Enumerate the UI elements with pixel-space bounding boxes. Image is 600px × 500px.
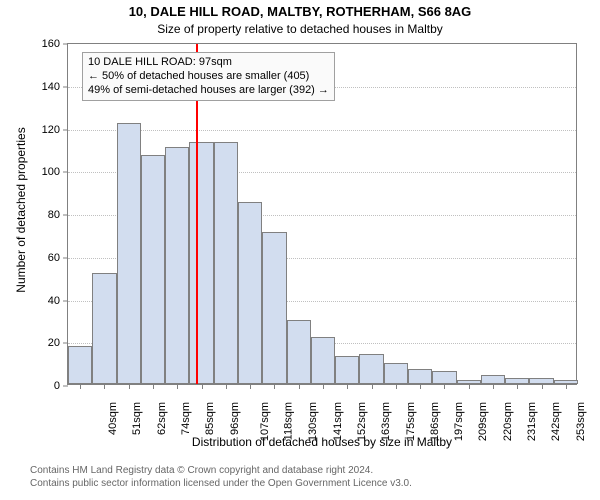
histogram-bar [481,375,505,384]
y-tick-label: 80 [30,209,60,221]
x-tick-mark [396,384,397,389]
y-tick-mark [63,300,68,301]
y-tick-mark [63,172,68,173]
chart-container: 10, DALE HILL ROAD, MALTBY, ROTHERHAM, S… [0,0,600,500]
x-tick-mark [250,384,251,389]
histogram-bar [408,369,432,384]
histogram-bar [68,346,92,384]
histogram-bar [262,232,286,384]
histogram-bar [117,123,141,384]
x-tick-mark [347,384,348,389]
x-tick-mark [226,384,227,389]
histogram-bar [287,320,311,384]
histogram-bar [384,363,408,384]
x-tick-label: 85sqm [204,402,216,435]
y-tick-label: 20 [30,337,60,349]
x-tick-mark [177,384,178,389]
histogram-bar [165,147,189,384]
x-tick-label: 51sqm [131,402,143,435]
x-tick-label: 40sqm [107,402,119,435]
y-tick-label: 140 [30,81,60,93]
y-tick-mark [63,44,68,45]
annotation-box: 10 DALE HILL ROAD: 97sqm← 50% of detache… [82,52,335,101]
histogram-bar [189,142,213,384]
x-tick-mark [104,384,105,389]
attribution-text: Contains HM Land Registry data © Crown c… [30,465,412,490]
x-tick-label: 74sqm [180,402,192,435]
gridline [68,130,576,131]
x-tick-mark [420,384,421,389]
x-tick-label: 62sqm [156,402,168,435]
histogram-bar [214,142,238,384]
x-tick-mark [372,384,373,389]
annotation-line: 49% of semi-detached houses are larger (… [88,84,329,98]
histogram-bar [432,371,456,384]
attribution-line1: Contains HM Land Registry data © Crown c… [30,465,412,478]
x-tick-mark [202,384,203,389]
chart-title-sub: Size of property relative to detached ho… [0,22,600,36]
annotation-line: 10 DALE HILL ROAD: 97sqm [88,56,329,70]
x-tick-mark [153,384,154,389]
x-tick-mark [469,384,470,389]
attribution-line2: Contains public sector information licen… [30,478,412,491]
histogram-bar [335,356,359,384]
x-tick-label: 96sqm [229,402,241,435]
x-tick-mark [129,384,130,389]
y-tick-label: 0 [30,380,60,392]
y-tick-label: 60 [30,252,60,264]
annotation-line: ← 50% of detached houses are smaller (40… [88,70,329,84]
x-tick-mark [493,384,494,389]
y-tick-label: 100 [30,166,60,178]
x-tick-mark [566,384,567,389]
y-axis-label: Number of detached properties [14,60,28,360]
y-tick-mark [63,86,68,87]
y-tick-mark [63,215,68,216]
y-tick-label: 120 [30,124,60,136]
histogram-bar [311,337,335,384]
x-axis-label: Distribution of detached houses by size … [67,435,577,449]
y-tick-label: 40 [30,295,60,307]
histogram-bar [238,202,262,384]
y-tick-mark [63,343,68,344]
x-tick-mark [323,384,324,389]
y-tick-mark [63,129,68,130]
x-tick-mark [517,384,518,389]
x-tick-mark [542,384,543,389]
chart-title-main: 10, DALE HILL ROAD, MALTBY, ROTHERHAM, S… [0,4,600,19]
plot-area: 02040608010012014016040sqm51sqm62sqm74sq… [67,43,577,385]
histogram-bar [359,354,383,384]
x-tick-mark [80,384,81,389]
y-tick-mark [63,386,68,387]
y-tick-label: 160 [30,38,60,50]
x-tick-mark [444,384,445,389]
x-tick-mark [274,384,275,389]
histogram-bar [92,273,116,384]
y-tick-mark [63,257,68,258]
x-tick-mark [299,384,300,389]
histogram-bar [141,155,165,384]
